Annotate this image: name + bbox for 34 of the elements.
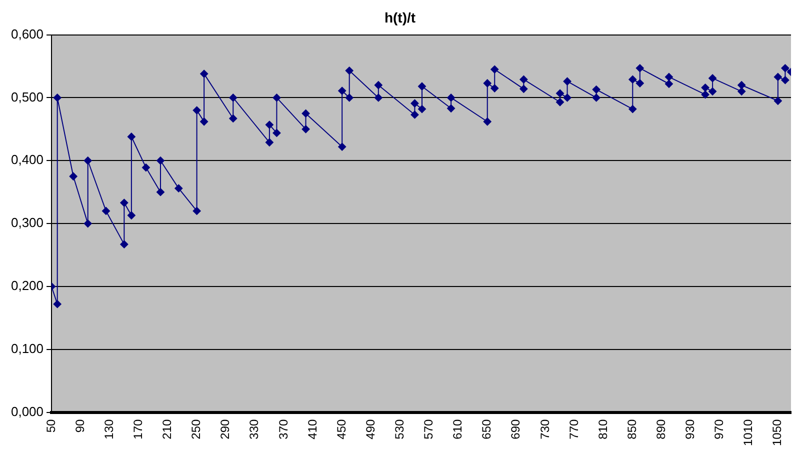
x-tick-label: 570 [422, 418, 436, 440]
x-tick-label: 290 [218, 418, 232, 440]
x-tick-label: 970 [712, 418, 726, 440]
y-tick-label: 0,200 [10, 278, 44, 294]
y-tick-label: 0,100 [10, 340, 44, 356]
x-tick-label: 90 [72, 418, 87, 433]
y-tick-label: 0,000 [10, 404, 44, 419]
x-tick-label: 650 [480, 418, 494, 440]
x-tick-label: 130 [102, 418, 116, 440]
y-tick-label: 0,500 [10, 89, 44, 104]
y-tick-label: 0,600 [10, 26, 44, 42]
x-tick-label: 810 [596, 418, 610, 440]
x-tick-label: 770 [566, 418, 581, 440]
x-tick-label: 330 [247, 418, 262, 440]
x-tick-label: 250 [189, 418, 204, 440]
x-tick-label: 370 [276, 418, 290, 440]
x-tick-label: 890 [654, 418, 668, 440]
x-tick-label: 930 [683, 418, 698, 440]
x-tick-label: 170 [131, 418, 146, 440]
x-tick-label: 210 [160, 418, 174, 440]
x-tick-label: 410 [305, 418, 320, 440]
x-tick-label: 850 [624, 418, 639, 440]
x-tick-label: 490 [363, 418, 378, 440]
x-tick-label: 730 [538, 418, 552, 440]
x-tick-label: 610 [450, 418, 465, 440]
x-tick-label: 450 [334, 418, 348, 440]
x-tick-label: 1010 [741, 418, 756, 446]
y-tick-label: 0,400 [10, 152, 44, 168]
x-tick-label: 1050 [770, 418, 784, 446]
x-tick-label: 690 [508, 418, 523, 440]
chart-title: h(t)/t [384, 9, 416, 26]
x-tick-label: 50 [44, 418, 58, 433]
x-tick-label: 530 [392, 418, 407, 440]
y-tick-label: 0,300 [10, 215, 44, 230]
